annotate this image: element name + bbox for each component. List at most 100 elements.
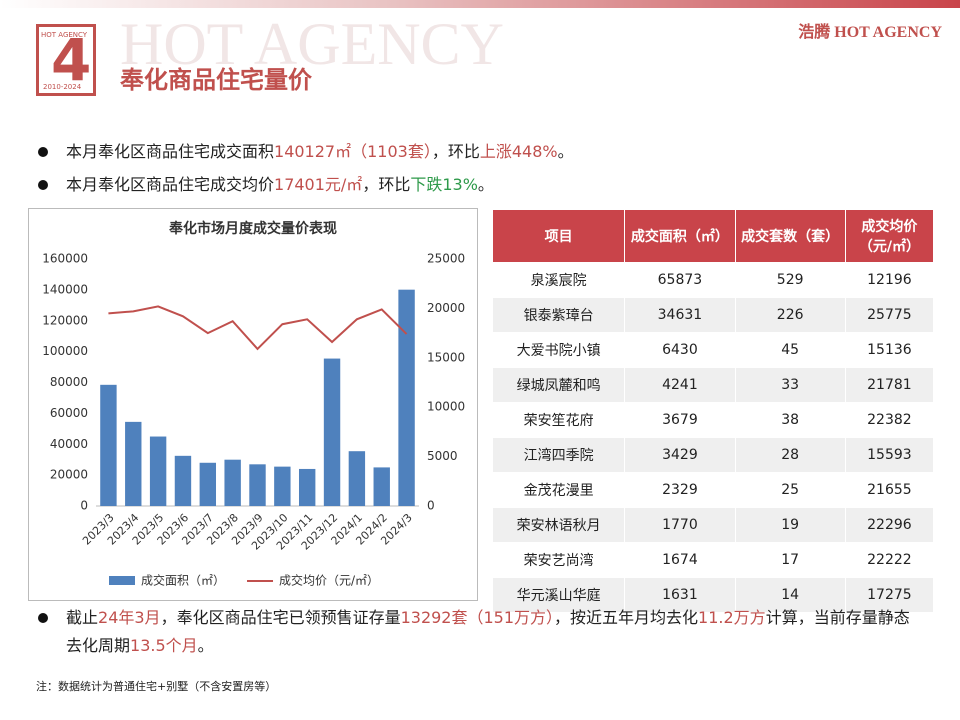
row: 大爱书院小镇 6430 45 15136 — [491, 332, 935, 368]
header-row: 项目 成交面积（㎡） 成交套数（套） 成交均价（元/㎡） — [491, 209, 935, 263]
cell: 22382 — [844, 402, 935, 438]
y2-tick-label: 10000 — [427, 400, 465, 414]
bar — [249, 464, 266, 506]
cell: 17 — [734, 542, 846, 578]
cell: 6430 — [624, 332, 736, 368]
highlight: 13292套（151万方） — [400, 608, 555, 627]
row: 江湾四季院 3429 28 15593 — [491, 437, 935, 473]
bullet: 本月奉化区商品住宅成交面积140127㎡（1103套），环比上涨448%。 — [38, 138, 918, 166]
text: 截止 — [66, 608, 99, 627]
highlight: 11.2万方 — [698, 608, 766, 627]
header-cell: 项目 — [491, 209, 626, 263]
y2-tick-label: 15000 — [427, 350, 465, 364]
cell: 21781 — [844, 367, 935, 403]
legend-label: 成交均价（元/㎡） — [279, 573, 379, 588]
cell: 25775 — [844, 297, 935, 333]
row: 金茂花漫里 2329 25 21655 — [491, 472, 935, 508]
bar — [298, 468, 316, 506]
line — [108, 305, 408, 351]
cell: 22296 — [844, 507, 935, 543]
cell: 银泰紫璋台 — [491, 297, 626, 333]
cell: 绿城凤麓和鸣 — [491, 367, 626, 403]
cell: 21655 — [844, 472, 935, 508]
cell: 12196 — [844, 262, 935, 298]
bar — [323, 358, 341, 506]
row: 华元溪山华庭 1631 14 17275 — [491, 577, 935, 613]
cell: 25 — [734, 472, 846, 508]
bar — [149, 436, 167, 506]
cell: 4241 — [624, 367, 736, 403]
table-wrap: 项目 成交面积（㎡） 成交套数（套） 成交均价（元/㎡） 泉溪宸院 65873 529 121… — [491, 209, 935, 613]
cell: 226 — [734, 297, 846, 333]
cell: 1631 — [624, 577, 736, 613]
cell: 3679 — [624, 402, 736, 438]
watermark: HOT AGENCY — [120, 11, 504, 77]
footnote: 注：数据统计为普通住宅+别墅（不含安置房等） — [36, 680, 277, 693]
y2-tick-label: 5000 — [427, 449, 458, 463]
bar — [348, 451, 366, 506]
cell: 14 — [734, 577, 846, 613]
bullet: 本月奉化区商品住宅成交均价17401元/㎡，环比下跌13%。 — [38, 171, 918, 199]
cell: 15593 — [844, 437, 935, 473]
y2-tick-label: 20000 — [427, 301, 465, 315]
cell: 15136 — [844, 332, 935, 368]
cell: 金茂花漫里 — [491, 472, 626, 508]
y2-tick-label: 0 — [427, 499, 435, 513]
cell: 34631 — [624, 297, 736, 333]
logo: 4 HOT AGENCY 2010-2024 — [36, 24, 96, 96]
chart: 奉化市场月度成交量价表现 020000400006000080000100000… — [42, 220, 465, 588]
row: 荣安艺尚湾 1674 17 22222 — [491, 542, 935, 578]
text: 。 — [557, 142, 574, 161]
highlight: 24年3月 — [98, 608, 161, 627]
y-tick-label: 60000 — [50, 406, 88, 420]
title: 奉化商品住宅量价 — [120, 66, 312, 94]
y-tick-label: 20000 — [50, 468, 88, 482]
text: 本月奉化区商品住宅成交面积 — [66, 142, 275, 161]
cell: 65873 — [624, 262, 736, 298]
logo-years: 2010-2024 — [43, 83, 82, 91]
cell: 荣安艺尚湾 — [491, 542, 626, 578]
highlight: 下跌13% — [410, 175, 478, 194]
y-tick-label: 40000 — [50, 437, 88, 451]
y-tick-label: 100000 — [42, 344, 88, 358]
highlight: 17401元/㎡ — [274, 175, 363, 194]
y-tick-label: 120000 — [42, 313, 88, 327]
cell: 荣安林语秋月 — [491, 507, 626, 543]
legend-label: 成交面积（㎡） — [141, 573, 225, 588]
text: ，按近五年月均去化 — [554, 608, 699, 627]
row: 银泰紫璋台 34631 226 25775 — [491, 297, 935, 333]
top-bar — [0, 0, 960, 8]
bar — [224, 459, 241, 506]
cell: 28 — [734, 437, 846, 473]
y-tick-label: 0 — [80, 499, 88, 513]
bar — [125, 421, 142, 506]
brand: 浩腾 HOT AGENCY — [798, 24, 942, 41]
text: 计算，当前存量静态去化周期 — [66, 608, 910, 655]
cell: 38 — [734, 402, 846, 438]
row: 绿城凤麓和鸣 4241 33 21781 — [491, 367, 935, 403]
cell: 22222 — [844, 542, 935, 578]
highlight: 140127㎡（1103套） — [274, 142, 432, 161]
header-cell: 成交均价（元/㎡） — [844, 209, 935, 263]
chart-box: 奉化市场月度成交量价表现 0 20000 40000 60000 80000 100000… — [28, 208, 478, 601]
cell: 江湾四季院 — [491, 437, 626, 473]
chart-title: 奉化市场月度成交量价表现 — [169, 220, 337, 237]
cell: 3429 — [624, 437, 736, 473]
cell: 大爱书院小镇 — [491, 332, 626, 368]
row: 荣安笙花府 3679 38 22382 — [491, 402, 935, 438]
row: 荣安林语秋月 1770 19 22296 — [491, 507, 935, 543]
row: 泉溪宸院 65873 529 12196 — [491, 262, 935, 298]
bar — [174, 455, 192, 506]
text: ，环比 — [362, 175, 411, 194]
bar — [373, 467, 390, 506]
highlight: 13.5个月 — [130, 636, 198, 655]
y2-tick-label: 25000 — [427, 252, 465, 266]
y-tick-label: 140000 — [42, 282, 88, 296]
text: 。 — [197, 636, 214, 655]
header-cell: 成交套数（套） — [734, 209, 846, 263]
highlight: 上涨448% — [479, 142, 558, 161]
bar — [100, 384, 117, 506]
header-cell: 成交面积（㎡） — [624, 209, 736, 263]
y-tick-label: 160000 — [42, 252, 88, 266]
